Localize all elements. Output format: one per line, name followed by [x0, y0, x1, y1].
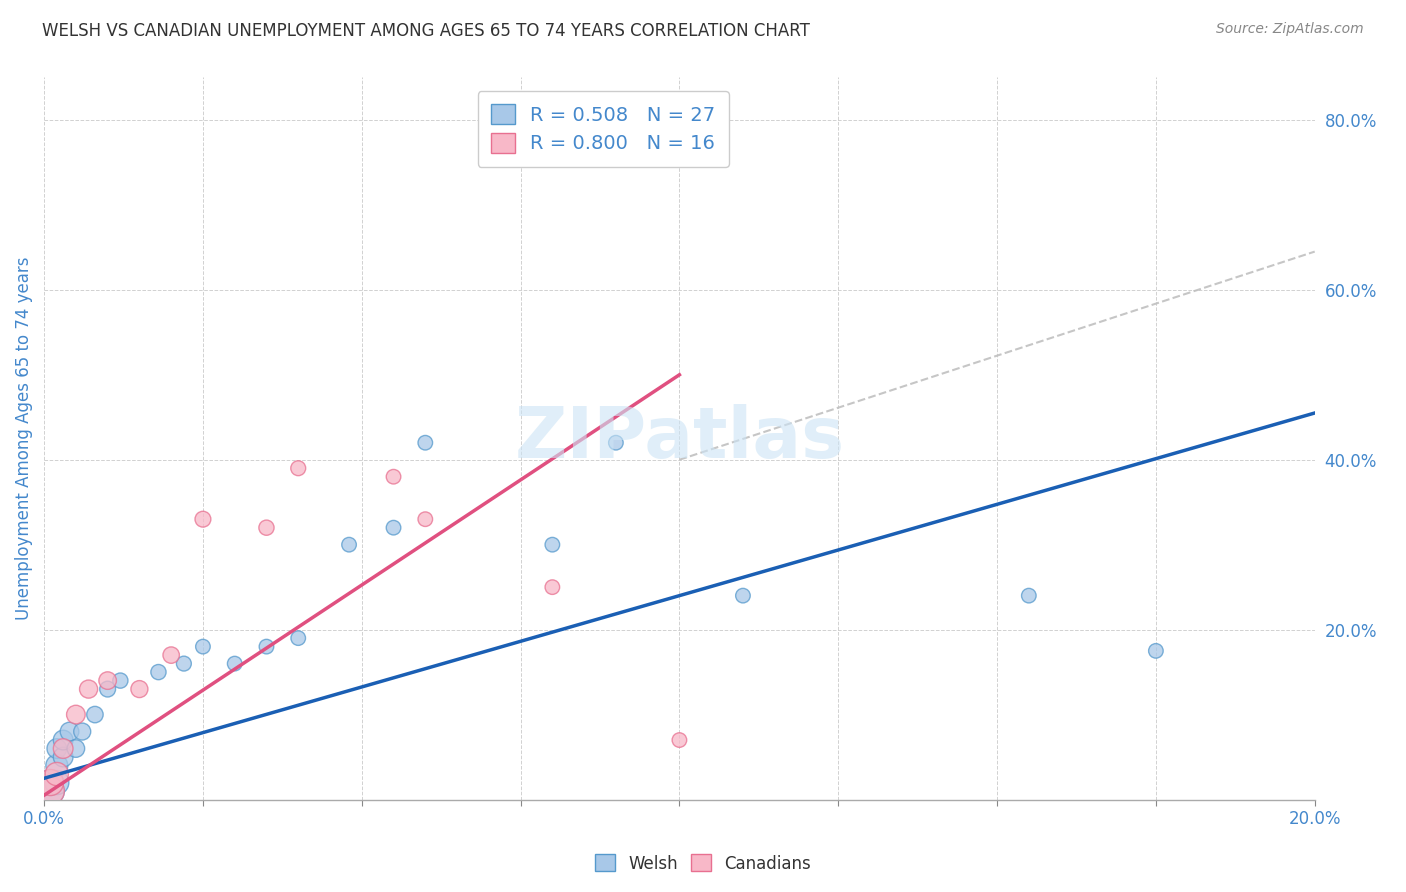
Point	[148, 665, 170, 679]
Text: Source: ZipAtlas.com: Source: ZipAtlas.com	[1216, 22, 1364, 37]
Legend: R = 0.508   N = 27, R = 0.800   N = 16: R = 0.508 N = 27, R = 0.800 N = 16	[478, 91, 728, 167]
Point	[160, 648, 183, 662]
Point	[731, 589, 754, 603]
Point	[541, 538, 564, 552]
Point	[1144, 644, 1167, 658]
Point	[39, 775, 62, 789]
Point	[45, 741, 67, 756]
Point	[413, 512, 436, 526]
Point	[337, 538, 360, 552]
Point	[541, 580, 564, 594]
Point	[84, 707, 107, 722]
Y-axis label: Unemployment Among Ages 65 to 74 years: Unemployment Among Ages 65 to 74 years	[15, 257, 32, 620]
Point	[45, 767, 67, 781]
Point	[256, 640, 278, 654]
Point	[382, 521, 405, 535]
Point	[1018, 589, 1040, 603]
Point	[110, 673, 132, 688]
Legend: Welsh, Canadians: Welsh, Canadians	[588, 847, 818, 880]
Point	[45, 758, 67, 772]
Point	[224, 657, 246, 671]
Point	[58, 724, 80, 739]
Point	[382, 469, 405, 483]
Point	[287, 461, 309, 475]
Point	[52, 750, 75, 764]
Point	[52, 741, 75, 756]
Point	[287, 631, 309, 645]
Point	[39, 784, 62, 798]
Point	[65, 707, 87, 722]
Point	[77, 682, 100, 697]
Point	[97, 682, 120, 697]
Point	[52, 733, 75, 747]
Point	[191, 512, 214, 526]
Point	[605, 435, 627, 450]
Point	[45, 775, 67, 789]
Point	[70, 724, 93, 739]
Text: ZIPatlas: ZIPatlas	[515, 404, 845, 473]
Text: WELSH VS CANADIAN UNEMPLOYMENT AMONG AGES 65 TO 74 YEARS CORRELATION CHART: WELSH VS CANADIAN UNEMPLOYMENT AMONG AGE…	[42, 22, 810, 40]
Point	[39, 784, 62, 798]
Point	[413, 435, 436, 450]
Point	[191, 640, 214, 654]
Point	[97, 673, 120, 688]
Point	[128, 682, 150, 697]
Point	[39, 775, 62, 789]
Point	[173, 657, 195, 671]
Point	[668, 733, 690, 747]
Point	[65, 741, 87, 756]
Point	[256, 521, 278, 535]
